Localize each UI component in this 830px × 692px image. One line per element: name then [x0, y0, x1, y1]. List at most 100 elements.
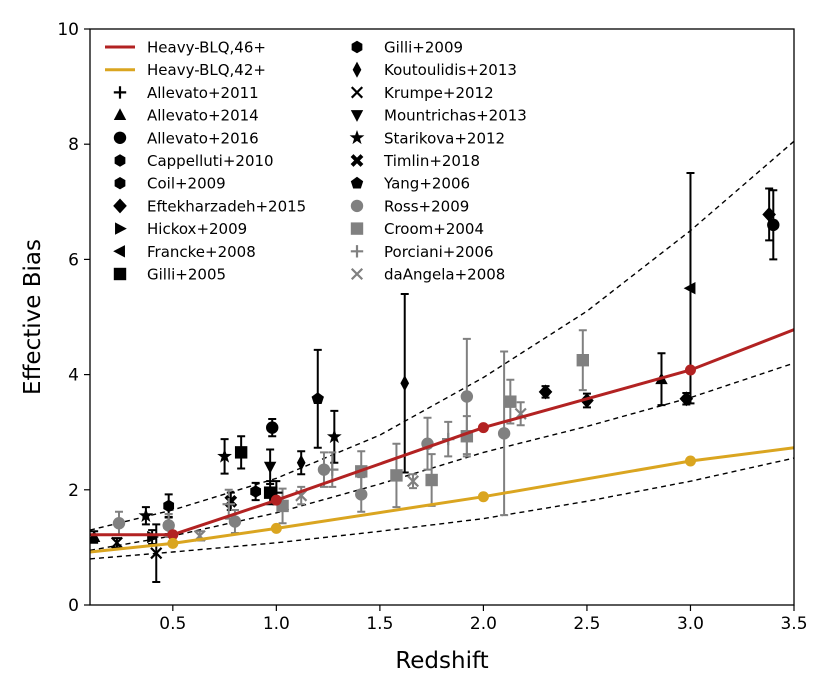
eftekharzadeh-2015-point-2 — [580, 393, 594, 408]
legend-koutoulidis-2013-swatch — [352, 61, 362, 78]
gilli-2009-point-1 — [163, 499, 175, 513]
legend-allevato-2016-label: Allevato+2016 — [147, 129, 259, 147]
starikova-2012-point-2 — [217, 448, 232, 463]
koutoulidis-2013-point-2 — [400, 375, 410, 392]
heavy-blq-46-marker-4 — [684, 364, 696, 376]
model-lines — [90, 328, 794, 554]
legend-mountrichas-2013-label: Mountrichas+2013 — [384, 107, 527, 125]
starikova-2012-point-1 — [138, 507, 154, 522]
legend-allevato-2011-swatch — [113, 86, 127, 99]
porciani-2006-point-1 — [222, 498, 235, 511]
legend-daangela-2008-label: daAngela+2008 — [384, 266, 505, 284]
y-tick-label-1: 0 — [68, 596, 79, 616]
ross-2009-point-4 — [317, 463, 331, 476]
legend-gilli-2005-swatch — [113, 267, 127, 281]
legend-heavy-blq-42-label: Heavy-BLQ,42+ — [147, 61, 266, 79]
legend-coil-2009-label: Coil+2009 — [147, 175, 226, 193]
heavy-blq-42-marker-2 — [270, 522, 282, 534]
ross-2009-point-2 — [162, 519, 175, 532]
x-tick-label-3: 1.5 — [366, 614, 393, 634]
heavy-blq-46-line — [90, 328, 794, 537]
coil-2009-point-1 — [250, 485, 262, 498]
ross-2009-point-8 — [497, 427, 511, 440]
legend-timlin-2018-label: Timlin+2018 — [383, 152, 480, 170]
legend-francke-2008-label: Francke+2008 — [147, 243, 256, 261]
croom-2004-point-4 — [425, 473, 438, 487]
starikova-2012-point-3 — [326, 429, 342, 444]
mountrichas-2013-point-1 — [263, 461, 277, 474]
legend-heavy-blq-46-label: Heavy-BLQ,46+ — [147, 39, 266, 57]
koutoulidis-2013-point-1 — [296, 454, 306, 471]
heavy-blq-46-marker-1 — [167, 529, 179, 541]
legend-ross-2009-label: Ross+2009 — [384, 197, 469, 215]
legend-ross-2009-swatch — [350, 199, 364, 213]
legend-porciani-2006-label: Porciani+2006 — [384, 243, 494, 261]
x-tick-label-4: 2.0 — [470, 614, 497, 634]
axis-ticks: 0.5 1.0 1.5 2.0 2.5 3.0 3.5 0 2 4 6 8 10 — [57, 20, 807, 634]
krumpe-2012-point-1 — [110, 536, 123, 549]
heavy-blq-42-marker-1 — [167, 537, 179, 549]
legend-eftekharzadeh-2015-swatch — [113, 198, 127, 214]
heavy-blq-42-marker-4 — [684, 455, 696, 467]
y-tick-label-2: 2 — [68, 481, 79, 501]
legend-gilli-2009-label: Gilli+2009 — [384, 39, 463, 57]
legend-cappelluti-2010-label: Cappelluti+2010 — [147, 152, 274, 170]
legend-croom-2004-swatch — [350, 222, 364, 235]
y-axis-label: Effective Bias — [20, 239, 46, 395]
croom-2004-point-7 — [576, 354, 589, 367]
gilli-2005-point-1 — [234, 446, 248, 459]
allevato-2016-point-1 — [266, 421, 279, 434]
krumpe-2012-point-2 — [150, 547, 163, 560]
ross-2009-point-3 — [228, 515, 242, 528]
y-tick-label-3: 4 — [68, 366, 79, 386]
x-axis-label: Redshift — [395, 648, 488, 674]
legend-eftekharzadeh-2015-label: Eftekharzadeh+2015 — [147, 197, 306, 215]
eftekharzadeh-2015-point-3 — [679, 391, 694, 407]
legend: Heavy-BLQ,46+ Heavy-BLQ,42+ Allevato+2011 A… — [105, 39, 527, 284]
legend-timlin-2018-swatch — [350, 154, 364, 167]
legend-krumpe-2012-swatch — [350, 86, 364, 99]
eftekharzadeh-2015-point-1 — [538, 384, 553, 400]
x-tick-label-6: 3.0 — [677, 614, 704, 634]
plot-frame — [89, 28, 795, 606]
francke-2008-point-1 — [683, 282, 696, 295]
croom-2004-point-6 — [504, 395, 517, 408]
x-tick-label-7: 3.5 — [780, 614, 807, 634]
legend-cappelluti-2010-swatch — [114, 154, 126, 167]
x-tick-label-2: 1.0 — [263, 614, 290, 634]
legend-koutoulidis-2013-label: Koutoulidis+2013 — [384, 61, 517, 79]
eftekharzadeh-2015-point-4 — [762, 207, 776, 222]
legend-hickox-2009-swatch — [115, 222, 127, 235]
legend-hickox-2009-label: Hickox+2009 — [147, 220, 247, 238]
x-tick-label-1: 0.5 — [159, 614, 186, 634]
heavy-blq-42-line — [90, 446, 794, 554]
heavy-blq-42-marker-3 — [477, 491, 489, 503]
legend-starikova-2012-swatch — [349, 130, 365, 145]
ross-2009-point-1 — [112, 517, 126, 530]
legend-coil-2009-swatch — [114, 177, 126, 190]
legend-yang-2006-label: Yang+2006 — [383, 175, 470, 193]
dashed-curve-3 — [90, 457, 794, 560]
heavy-blq-46-marker-3 — [477, 422, 489, 434]
croom-2004-point-3 — [390, 469, 403, 482]
ross-2009-point-7 — [460, 390, 474, 403]
legend-mountrichas-2013-swatch — [350, 110, 364, 122]
y-tick-label-5: 8 — [68, 135, 79, 155]
legend-daangela-2008-swatch — [350, 267, 364, 281]
legend-yang-2006-swatch — [350, 176, 364, 189]
heavy-blq-46-marker-2 — [270, 494, 282, 506]
legend-allevato-2011-label: Allevato+2011 — [147, 84, 259, 102]
legend-croom-2004-label: Croom+2004 — [384, 220, 484, 238]
dashed-curve-1 — [90, 140, 794, 531]
legend-starikova-2012-label: Starikova+2012 — [384, 129, 505, 147]
legend-krumpe-2012-label: Krumpe+2012 — [384, 84, 494, 102]
legend-allevato-2014-label: Allevato+2014 — [147, 107, 259, 125]
y-tick-label-4: 6 — [68, 250, 79, 270]
legend-francke-2008-swatch — [113, 245, 125, 258]
legend-gilli-2009-swatch — [351, 40, 363, 54]
legend-porciani-2006-swatch — [350, 245, 364, 258]
allevato-2016-point-2 — [767, 218, 780, 232]
legend-gilli-2005-label: Gilli+2005 — [147, 266, 226, 284]
legend-allevato-2016-swatch — [113, 131, 127, 144]
